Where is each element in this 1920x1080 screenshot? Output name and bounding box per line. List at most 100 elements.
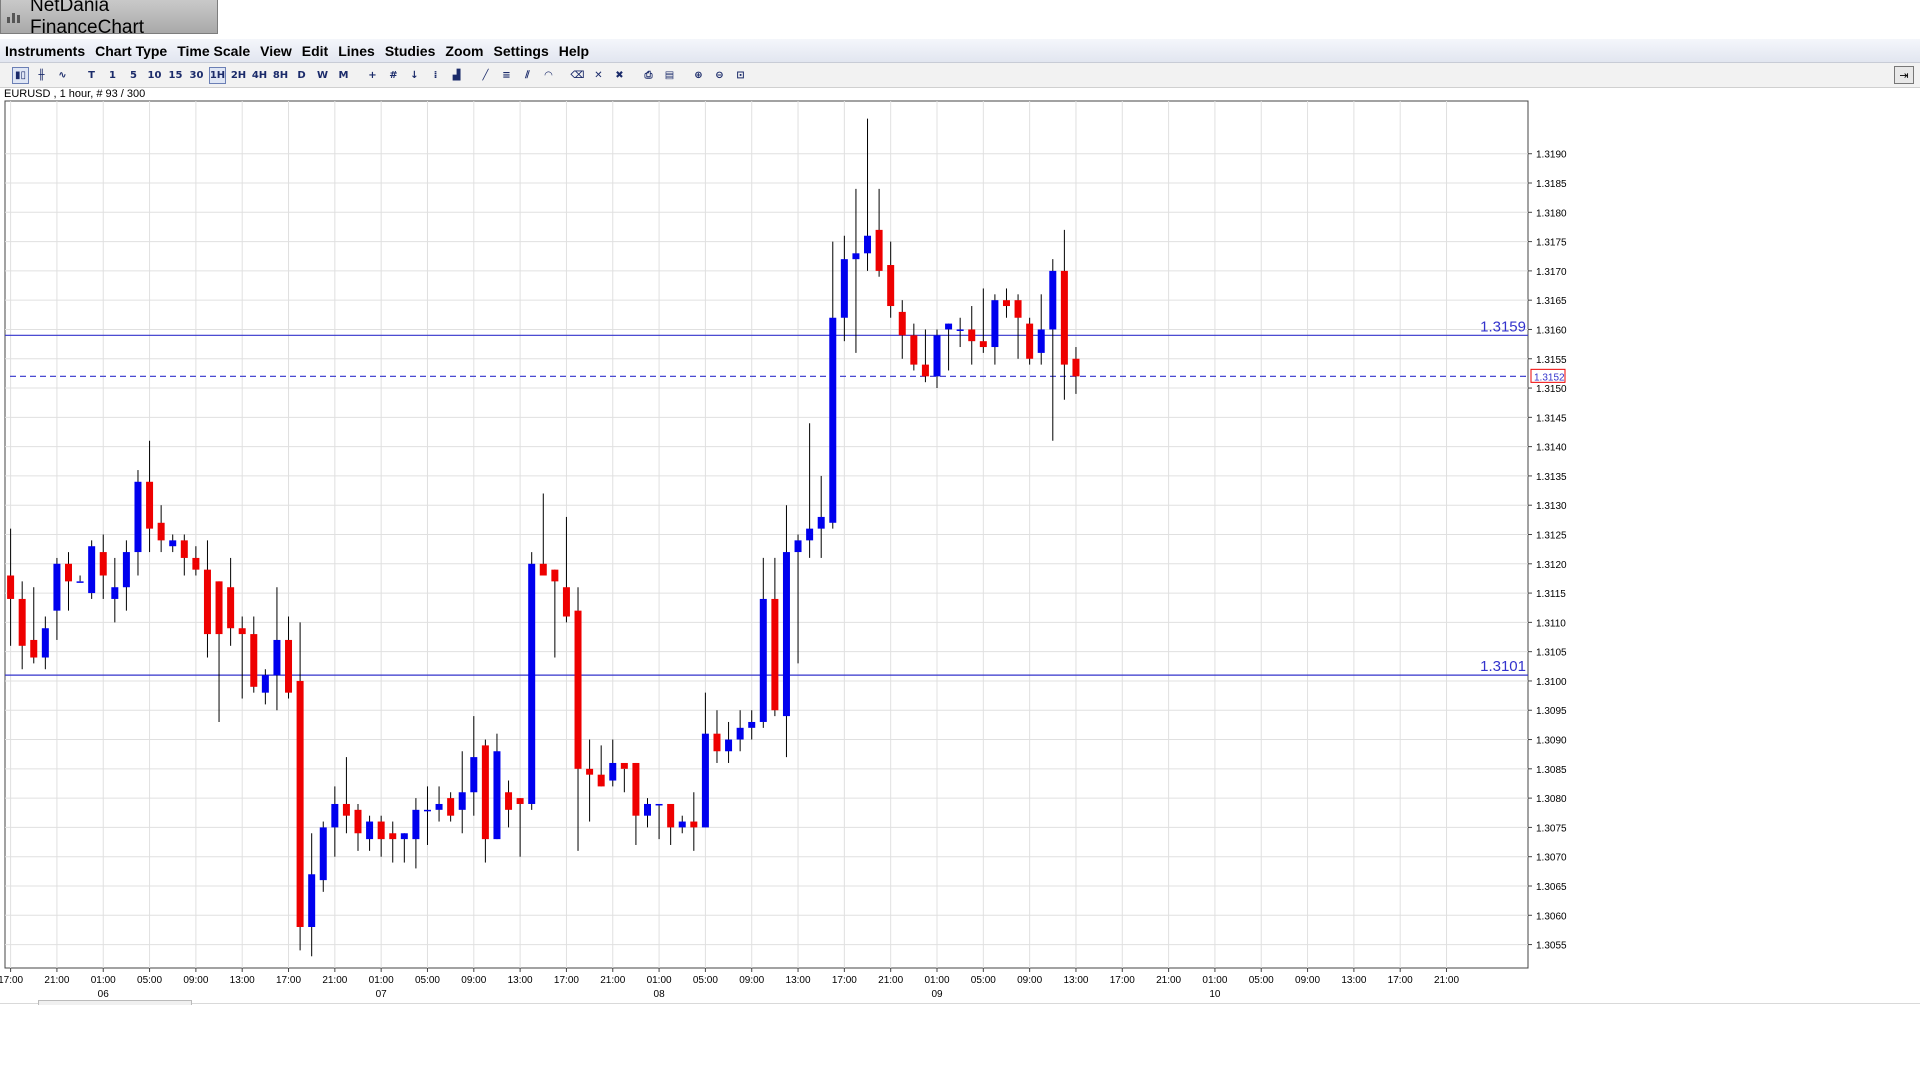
undock-button[interactable]: ⇥ [1894,66,1914,84]
candle-down [192,546,200,576]
8h-interval-button[interactable]: 8H [272,69,289,81]
1min-interval-button[interactable]: 1 [109,69,116,81]
delete-all-icon[interactable]: ✖ [615,69,624,81]
x-tick-label: 21:00 [44,975,69,986]
candle-body [493,751,501,840]
y-tick-label: 1.3135 [1536,472,1567,483]
menu-zoom[interactable]: Zoom [445,42,484,59]
candle-body [1002,300,1010,307]
menu-instruments[interactable]: Instruments [5,42,86,59]
candle-down [250,616,258,693]
candle-down [7,528,15,646]
print-preview-icon[interactable]: ▤ [664,69,675,81]
15min-interval-button[interactable]: 15 [168,69,183,81]
footer-tab[interactable] [38,1000,192,1005]
channel-icon[interactable]: ⫽ [525,69,530,81]
cursor-icon[interactable]: ↓ [410,69,419,81]
candle-down [1026,317,1034,365]
1h-interval-button[interactable]: 1H [209,66,226,84]
delete-line-icon[interactable]: ⌫ [570,69,585,81]
candle-up [759,557,767,728]
candle-down [157,505,165,553]
crosshair-icon[interactable]: + [368,69,377,81]
candle-body [887,265,895,307]
menu-studies[interactable]: Studies [384,42,436,59]
arc-icon[interactable]: ◠ [544,69,553,81]
candle-body [1037,329,1045,353]
candle-body [667,803,675,828]
menu-lines[interactable]: Lines [338,42,375,59]
y-tick-label: 1.3190 [1536,150,1567,161]
candle-body [991,300,999,348]
x-tick-label: 17:00 [1110,975,1135,986]
candle-body [203,569,211,635]
x-tick-label: 01:00 [924,975,949,986]
zoom-in-icon[interactable]: ⊕ [694,69,703,81]
candle-body [678,821,686,828]
candle-body [632,762,640,816]
footer-divider [0,1003,1920,1004]
candle-body [30,639,38,658]
monthly-interval-button[interactable]: M [338,69,349,81]
ohlc-chart-icon[interactable]: ╫ [38,69,45,81]
x-tick-label: 05:00 [415,975,440,986]
candle-body [342,803,350,816]
menu-settings[interactable]: Settings [493,42,549,59]
menu-edit[interactable]: Edit [301,42,329,59]
candle-up [470,716,478,816]
2h-interval-button[interactable]: 2H [230,69,247,81]
menu-help[interactable]: Help [558,42,590,59]
x-tick-label: 05:00 [1249,975,1274,986]
daily-interval-button[interactable]: D [297,69,306,81]
candle-down [597,745,605,787]
candle-down [481,739,489,863]
x-tick-label: 21:00 [878,975,903,986]
menu-time-scale[interactable]: Time Scale [177,42,251,59]
candle-body [551,569,559,582]
x-tick-label: 13:00 [1063,975,1088,986]
candle-body [192,557,200,570]
candle-body [65,563,72,582]
volume-icon[interactable]: ▟ [452,69,461,81]
candle-body [296,680,304,927]
candle-body [331,803,339,828]
candle-body [806,528,814,541]
weekly-interval-button[interactable]: W [316,69,329,81]
horizontal-line-label: 1.3159 [1480,318,1526,335]
menu-view[interactable]: View [260,42,292,59]
menu-chart-type[interactable]: Chart Type [95,42,168,59]
price-chart[interactable]: 1.3055 1.3060 1.3065 1.3070 1.3075 1.3080 1.30… [0,0,1920,1010]
zoom-reset-icon[interactable]: ⊡ [736,69,745,81]
candle-body [910,335,918,365]
candle-body [227,587,235,629]
candle-body [99,552,107,576]
trendline-icon[interactable]: ╱ [482,69,489,81]
x-tick-label: 21:00 [1156,975,1181,986]
line-chart-icon[interactable]: ∿ [58,69,67,81]
tick-interval-button[interactable]: T [88,69,95,81]
candle-down [910,323,918,371]
candle-body [586,768,594,775]
y-tick-label: 1.3140 [1536,443,1567,454]
5min-interval-button[interactable]: 5 [130,69,137,81]
candlestick-chart-icon[interactable]: ▮▯ [12,66,29,84]
candle-up [945,323,953,371]
30min-interval-button[interactable]: 30 [189,69,204,81]
grid-icon[interactable]: # [389,69,398,81]
candle-down [65,552,72,611]
print-icon[interactable]: ⎙ [644,69,653,81]
zoom-out-icon[interactable]: ⊖ [715,69,724,81]
x-tick-label: 09:00 [461,975,486,986]
x-tick-label: 17:00 [1388,975,1413,986]
delete-icon[interactable]: ✕ [594,69,603,81]
studies-icon[interactable]: ⁞ [433,69,438,81]
4h-interval-button[interactable]: 4H [251,69,268,81]
fibonacci-icon[interactable]: ≡ [502,69,511,81]
app-title-tab[interactable]: NetDania FinanceChart [0,0,218,38]
candle-down [771,557,779,717]
10min-interval-button[interactable]: 10 [147,69,162,81]
x-date-label: 10 [1209,989,1221,1000]
candle-body [447,798,455,816]
candle-body [435,803,443,810]
candle-body [1049,270,1057,330]
